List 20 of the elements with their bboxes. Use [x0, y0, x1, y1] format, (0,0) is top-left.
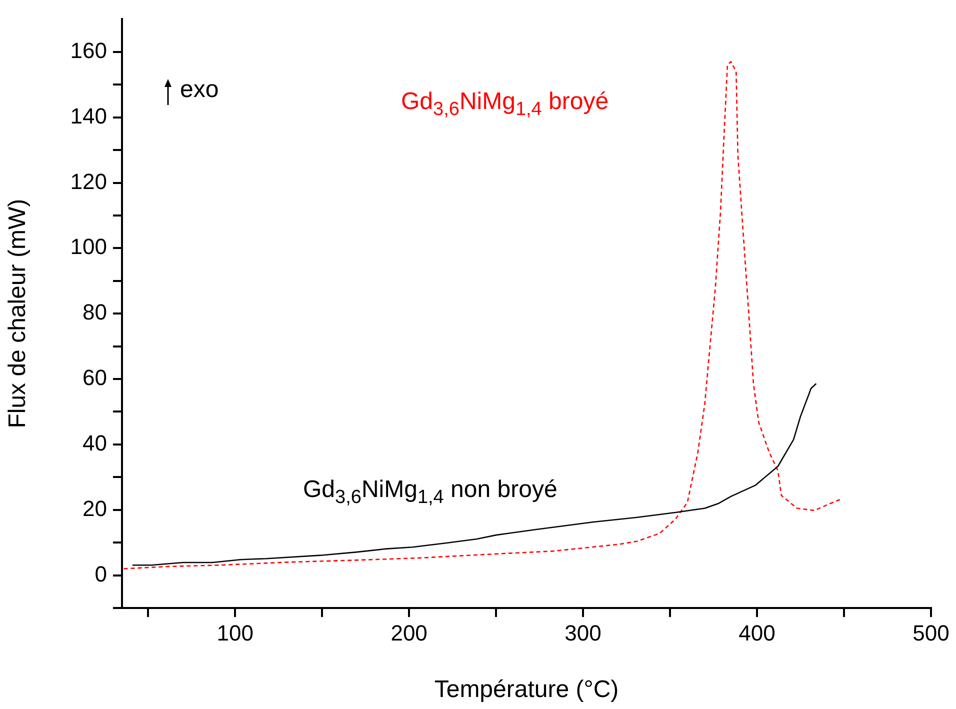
y-tick-label: 100: [70, 234, 107, 260]
line-series: [123, 61, 842, 570]
x-tick-label: 400: [738, 620, 776, 646]
y-tick-label: 120: [70, 168, 107, 194]
x-tick-label: 200: [390, 620, 428, 646]
y-tick-label: 40: [82, 430, 107, 456]
x-axis-title: Température (°C): [434, 676, 619, 704]
y-tick-label: 140: [70, 103, 107, 128]
series-label: Gd$_{3,6}$NiMg$_{1,4}$ non broyé: [303, 476, 558, 508]
x-tick-label: 100: [216, 620, 254, 646]
y-tick-label: 0: [94, 561, 107, 586]
y-tick-label: 60: [82, 365, 107, 390]
text: Gd$_{3,6}$NiMg$_{1,4}$ broyé: [401, 88, 609, 120]
y-axis-title: Flux de chaleur (mW): [4, 198, 32, 428]
x-tick-label: 500: [912, 620, 950, 646]
y-tick-label: 20: [82, 496, 107, 521]
annotation: exo: [180, 76, 219, 103]
y-tick-label: 80: [82, 300, 107, 325]
y-tick-label: 160: [70, 38, 107, 63]
x-tick-label: 300: [564, 620, 602, 646]
